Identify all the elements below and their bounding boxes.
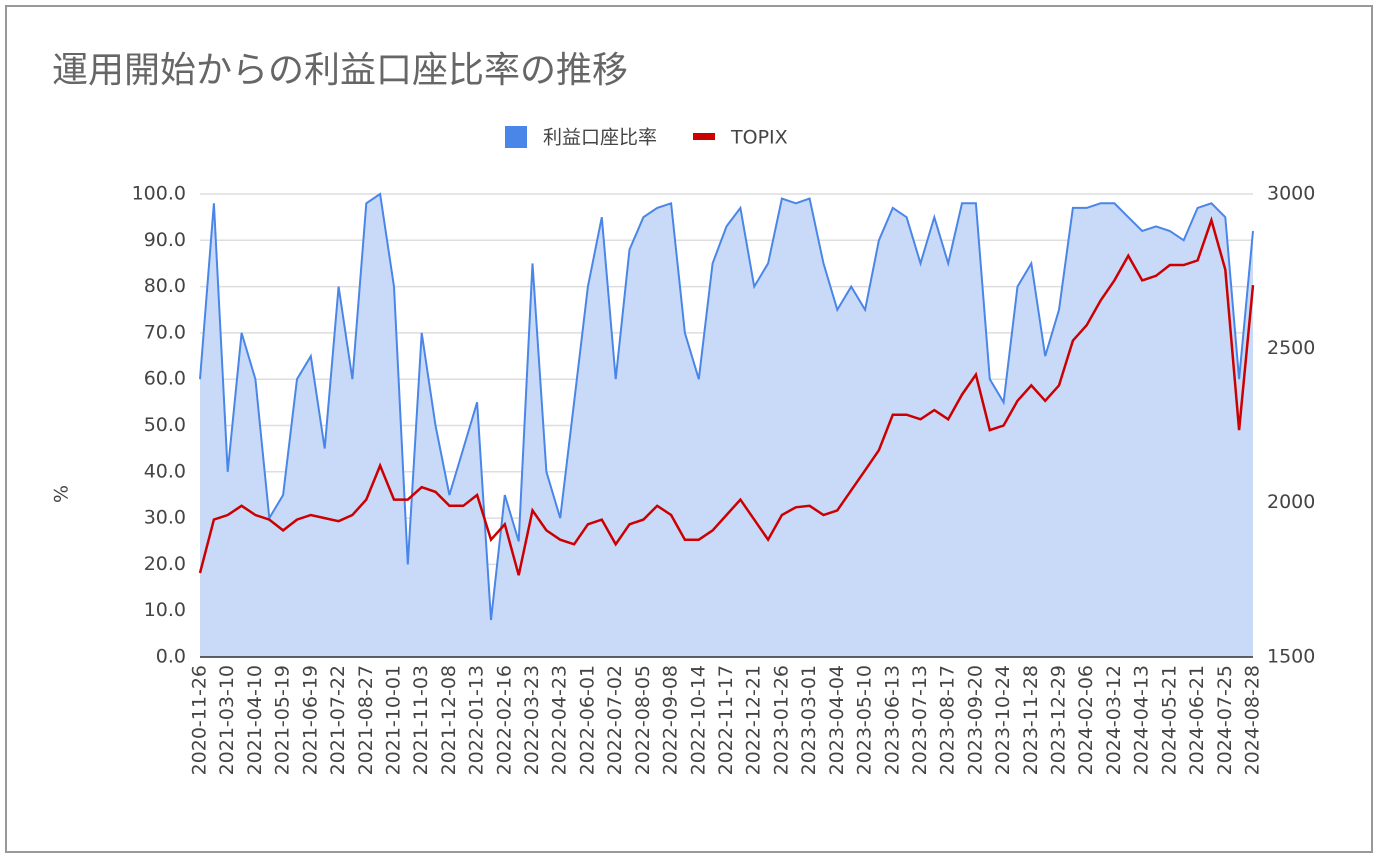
chart-title: 運用開始からの利益口座比率の推移 xyxy=(52,50,628,91)
y-tick-label: 100.0 xyxy=(132,183,186,205)
x-tick-label: 2021-05-19 xyxy=(272,665,294,775)
y-tick-label: 30.0 xyxy=(144,507,186,529)
x-tick-label: 2021-08-27 xyxy=(355,665,377,775)
x-tick-label: 2023-10-24 xyxy=(992,665,1014,775)
x-tick-label: 2022-11-17 xyxy=(715,665,737,775)
x-tick-label: 2024-05-21 xyxy=(1158,665,1180,775)
x-tick-label: 2023-12-29 xyxy=(1048,665,1070,775)
y-tick-label: 70.0 xyxy=(144,321,186,343)
x-tick-label: 2024-07-25 xyxy=(1214,665,1236,775)
x-tick-label: 2023-03-01 xyxy=(798,665,820,775)
x-tick-label: 2023-07-13 xyxy=(909,665,931,775)
y-tick-label: 20.0 xyxy=(144,553,186,575)
x-tick-label: 2022-08-05 xyxy=(632,665,654,775)
x-tick-label: 2021-06-19 xyxy=(299,665,321,775)
x-tick-label: 2024-02-06 xyxy=(1075,665,1097,775)
y-axis-label: % xyxy=(51,485,73,503)
x-tick-label: 2022-07-02 xyxy=(604,665,626,775)
x-tick-label: 2023-04-04 xyxy=(826,665,848,775)
x-tick-label: 2022-03-23 xyxy=(521,665,543,775)
y-tick-label: 80.0 xyxy=(144,275,186,297)
x-tick-label: 2021-11-03 xyxy=(410,665,432,775)
line xyxy=(198,216,1255,576)
x-tick-label: 2022-12-21 xyxy=(743,665,765,775)
y-tick-label: 60.0 xyxy=(144,368,186,390)
y2-tick-label: 2000 xyxy=(1267,491,1315,513)
x-tick-label: 2021-07-22 xyxy=(327,665,349,775)
x-tick-label: 2023-01-26 xyxy=(770,665,792,775)
legend-label: TOPIX xyxy=(730,127,788,149)
x-tick-label: 2020-11-26 xyxy=(189,665,211,775)
x-tick-label: 2022-04-23 xyxy=(549,665,571,775)
x-tick-label: 2023-08-17 xyxy=(937,665,959,775)
legend-swatch xyxy=(505,126,527,148)
y-tick-label: 50.0 xyxy=(144,414,186,436)
y-tick-label: 0.0 xyxy=(156,646,186,668)
area-fill xyxy=(200,194,1253,657)
x-tick-label: 2021-04-10 xyxy=(244,665,266,775)
x-tick-label: 2024-06-21 xyxy=(1186,665,1208,775)
x-tick-label: 2023-11-28 xyxy=(1020,665,1042,775)
x-tick-label: 2021-10-01 xyxy=(383,665,405,775)
y-tick-label: 40.0 xyxy=(144,460,186,482)
x-tick-label: 2022-06-01 xyxy=(576,665,598,775)
x-tick-label: 2022-01-13 xyxy=(466,665,488,775)
legend-label: 利益口座比率 xyxy=(543,127,657,149)
x-tick-label: 2023-09-20 xyxy=(964,665,986,775)
x-tick-label: 2024-04-13 xyxy=(1131,665,1153,775)
x-tick-label: 2023-05-10 xyxy=(854,665,876,775)
area-line xyxy=(199,192,1254,621)
x-tick-label: 2021-03-10 xyxy=(216,665,238,775)
y2-tick-label: 3000 xyxy=(1267,183,1315,205)
x-tick-label: 2024-08-28 xyxy=(1242,665,1264,775)
x-tick-label: 2022-02-16 xyxy=(493,665,515,775)
x-tick-label: 2022-10-14 xyxy=(687,665,709,775)
x-tick-label: 2021-12-08 xyxy=(438,665,460,775)
legend-swatch xyxy=(693,133,716,140)
y-tick-label: 10.0 xyxy=(144,599,186,621)
x-tick-label: 2024-03-12 xyxy=(1103,665,1125,775)
y2-tick-label: 2500 xyxy=(1267,337,1315,359)
y-tick-label: 90.0 xyxy=(144,229,186,251)
y2-tick-label: 1500 xyxy=(1267,646,1315,668)
x-tick-label: 2022-09-08 xyxy=(660,665,682,775)
x-tick-label: 2023-06-13 xyxy=(881,665,903,775)
